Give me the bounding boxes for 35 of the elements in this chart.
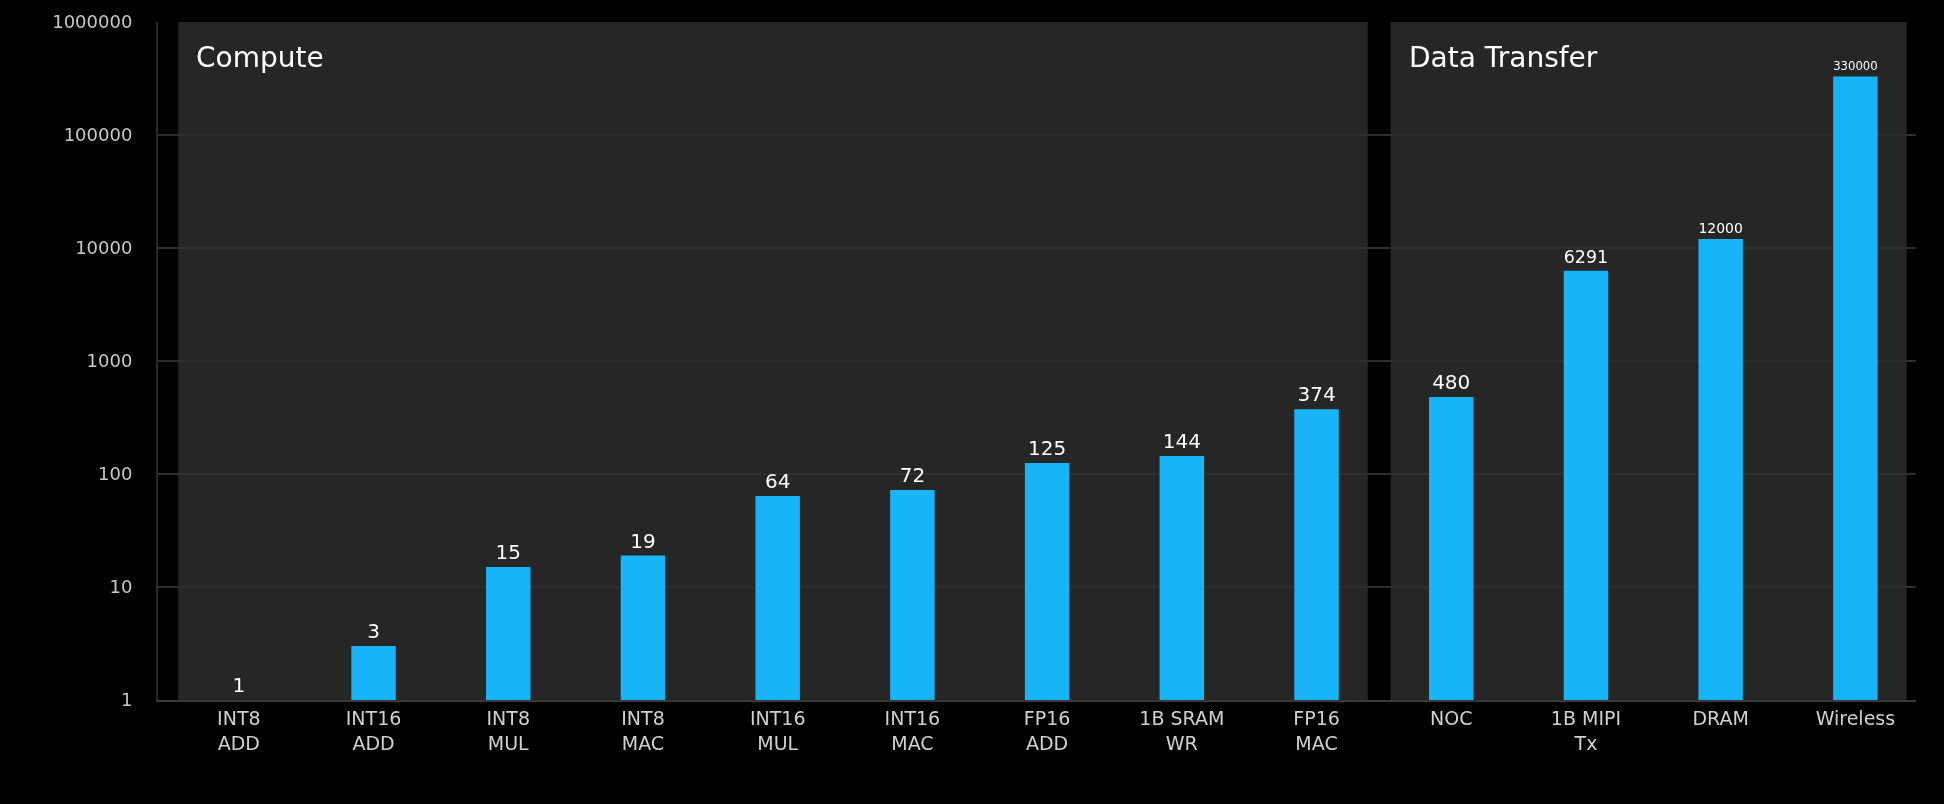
data-label: 72 (899, 463, 926, 488)
data-label: 15 (495, 540, 521, 565)
x-tick-label: INT8 MAC (621, 706, 665, 754)
data-label: 19 (630, 528, 656, 553)
data-label: 144 (1162, 429, 1201, 454)
data-label: 1 (232, 673, 246, 697)
x-tick-label: INT8 MUL (486, 706, 531, 754)
data-label: 125 (1028, 436, 1067, 461)
y-tick-label: 1000000 (52, 11, 133, 33)
x-tick-label: FP16 MAC (1293, 706, 1340, 754)
x-tick-label: Wireless (1815, 706, 1896, 729)
x-tick-label: INT8 ADD (217, 706, 261, 754)
x-tick-label: 1B MIPI Tx (1550, 706, 1622, 754)
y-tick-label: 1000 (86, 350, 133, 372)
y-tick-label: 1 (120, 689, 133, 711)
x-tick-label: INT16 MUL (749, 706, 806, 754)
data-label: 12000 (1698, 219, 1743, 236)
x-tick-label: 1B SRAM WR (1139, 706, 1225, 754)
band-label: Data Transfer (1409, 41, 1598, 74)
data-label: 330000 (1833, 59, 1878, 74)
y-tick-label: 10000 (75, 237, 133, 259)
x-tick-label: DRAM (1692, 706, 1749, 729)
x-tick-label: NOC (1430, 706, 1473, 729)
x-tick-label: INT16 ADD (345, 706, 402, 754)
data-label: 64 (764, 468, 791, 493)
data-label: 480 (1432, 370, 1471, 395)
y-tick-label: 100 (98, 463, 133, 485)
data-label: 3 (367, 619, 380, 644)
band-label: Compute (196, 41, 324, 74)
y-tick-label: 100000 (63, 124, 133, 146)
data-label: 374 (1297, 382, 1336, 407)
y-tick-label: 10 (109, 576, 133, 598)
x-tick-label: FP16 ADD (1023, 706, 1071, 754)
data-label: 6291 (1563, 247, 1609, 268)
x-tick-label: INT16 MAC (884, 706, 941, 754)
